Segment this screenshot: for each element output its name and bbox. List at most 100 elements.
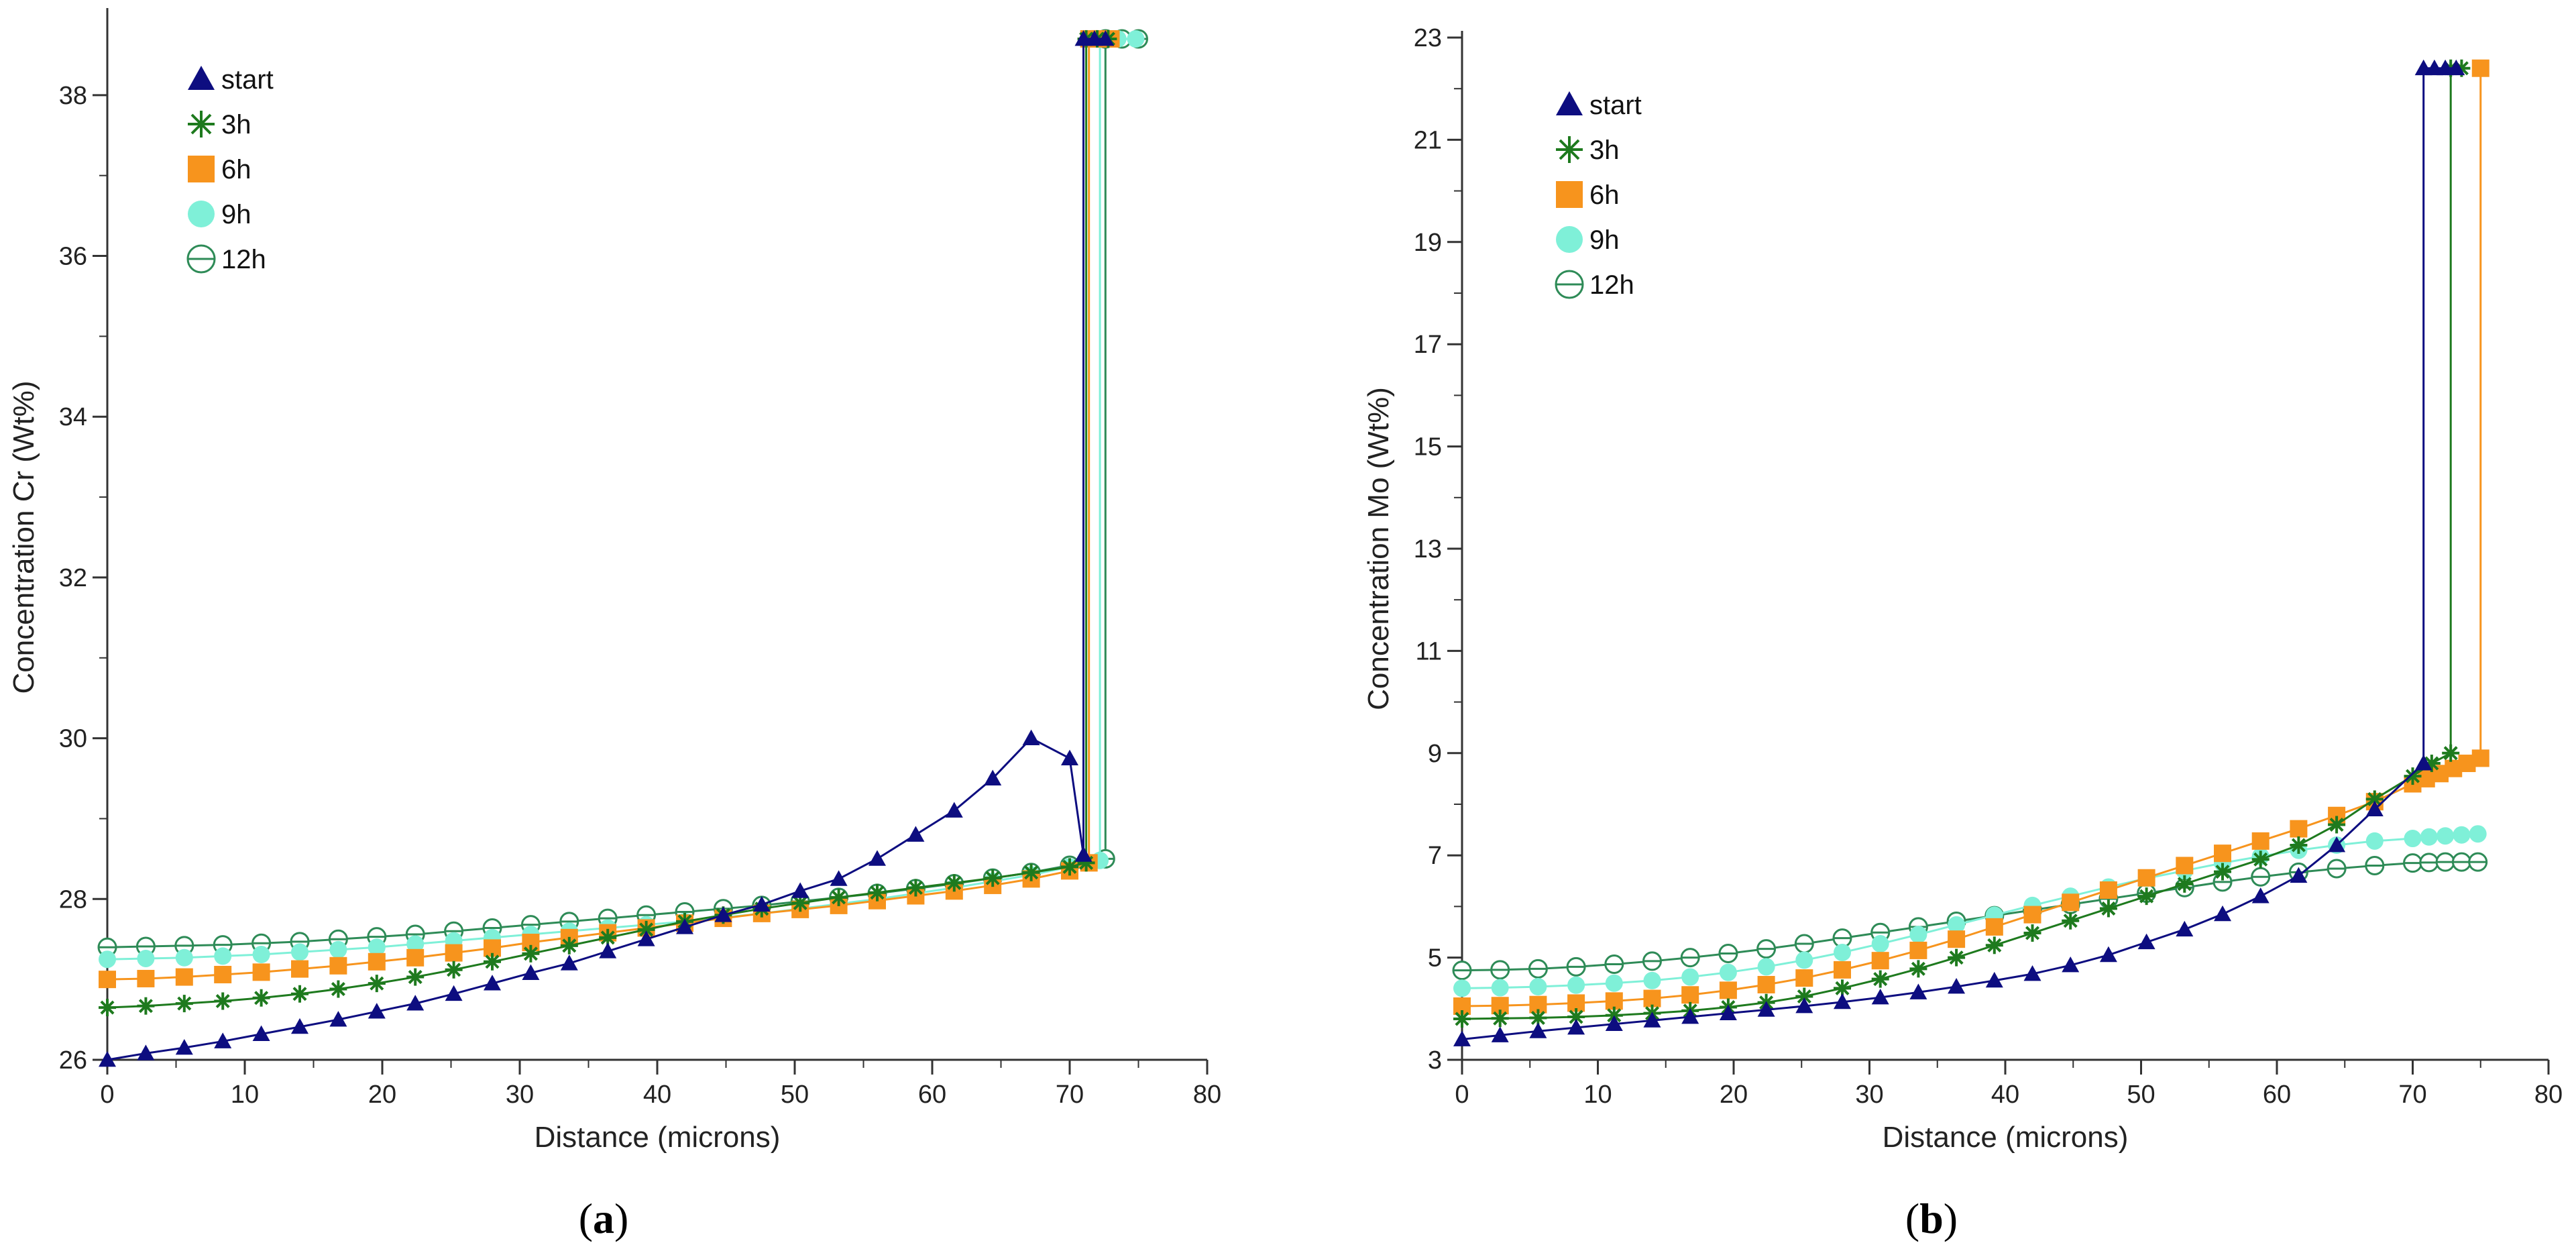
x-tick-label: 70 (1056, 1081, 1084, 1109)
data-point-12h (1718, 944, 1738, 964)
y-tick-label: 3 (1428, 1046, 1442, 1075)
data-point-start (1834, 993, 1851, 1009)
data-point-start (599, 942, 617, 959)
x-tick-label: 20 (1720, 1081, 1748, 1109)
data-point-3h (1985, 936, 2003, 954)
legend-label-9h: 9h (1589, 225, 1620, 255)
data-point-9h (1491, 979, 1509, 997)
data-point-12h (1452, 961, 1472, 981)
data-point-6h (1643, 989, 1661, 1007)
data-point-start (1605, 1015, 1623, 1032)
legend-item-9h: 9h (188, 200, 251, 229)
legend-marker-start (188, 66, 215, 90)
panel-b-caption-letter: b (1919, 1195, 1944, 1242)
legend-item-3h: 3h (188, 110, 251, 140)
data-point-6h (2176, 857, 2194, 875)
x-tick-label: 0 (1455, 1081, 1469, 1109)
data-point-start (484, 975, 501, 991)
data-point-9h (1681, 968, 1699, 986)
data-point-3h (2290, 836, 2308, 854)
x-tick-label: 80 (1193, 1081, 1221, 1109)
panel-a-caption: (a) (579, 1195, 629, 1242)
data-point-9h (1909, 926, 1927, 944)
data-point-3h (2137, 887, 2155, 906)
data-point-6h (2471, 59, 2489, 77)
data-point-6h (2214, 844, 2231, 863)
data-point-start (2414, 755, 2432, 771)
series-start (99, 30, 1115, 1067)
data-point-3h (1022, 863, 1040, 881)
data-point-9h (1453, 979, 1471, 997)
data-point-3h (945, 874, 963, 892)
legend-item-9h: 9h (1556, 225, 1620, 255)
data-point-start (1491, 1026, 1509, 1042)
data-point-start (2328, 836, 2346, 853)
data-point-6h (1909, 941, 1927, 959)
data-point-9h (1567, 976, 1585, 994)
data-point-6h (406, 948, 425, 967)
data-point-6h (214, 965, 232, 983)
data-point-9h (1834, 943, 1851, 961)
y-tick-label: 11 (1416, 637, 1442, 665)
x-tick-label: 60 (918, 1081, 946, 1109)
x-tick-label: 30 (506, 1081, 534, 1109)
series-line-9h (107, 38, 1136, 961)
legend-label-3h: 3h (221, 110, 251, 140)
data-point-9h (214, 947, 232, 965)
data-point-3h (2442, 744, 2460, 762)
data-point-6h (2137, 869, 2155, 887)
data-point-9h (1529, 978, 1547, 996)
legend: start 3h 6h 9h 12h (1555, 91, 1642, 300)
data-point-start (368, 1003, 386, 1019)
data-point-start (406, 995, 425, 1011)
data-point-6h (1871, 952, 1889, 970)
legend-marker-12h (1555, 270, 1584, 299)
y-tick-label: 9 (1428, 740, 1442, 768)
data-point-12h (1680, 948, 1700, 968)
y-tick-label: 23 (1414, 24, 1442, 52)
y-tick-label: 36 (59, 243, 87, 271)
data-point-start (175, 1039, 193, 1055)
data-point-6h (1719, 981, 1737, 999)
data-point-start (2365, 800, 2384, 817)
data-point-start (1948, 978, 1966, 994)
y-tick-label: 15 (1414, 433, 1442, 461)
data-point-9h (252, 946, 270, 964)
data-point-9h (2469, 825, 2487, 843)
data-point-3h (869, 883, 886, 901)
axes: 26 28 30 32 34 36 38 0 10 20 30 40 50 60 70 80 (59, 8, 1221, 1109)
data-point-start (1871, 989, 1889, 1005)
data-point-9h (2453, 826, 2471, 844)
data-point-12h (1566, 957, 1586, 977)
data-point-6h (1834, 961, 1851, 979)
data-point-12h (2251, 867, 2271, 887)
legend-marker-6h (188, 156, 215, 182)
data-point-start (2447, 59, 2465, 76)
panel-a-caption-letter: a (593, 1195, 614, 1242)
legend-label-6h: 6h (221, 155, 251, 184)
data-point-9h (137, 949, 155, 967)
data-point-9h (406, 935, 425, 953)
data-point-3h (99, 999, 116, 1017)
data-point-12h (1528, 959, 1548, 979)
x-axis-label: Distance (microns) (1883, 1121, 2129, 1154)
data-point-9h (368, 938, 386, 957)
data-point-3h (984, 869, 1002, 887)
data-point-9h (1795, 951, 1813, 969)
y-tick-label: 19 (1414, 229, 1442, 257)
data-point-9h (99, 950, 116, 969)
data-point-9h (329, 940, 347, 959)
data-point-start (1453, 1030, 1471, 1046)
data-point-3h (2251, 851, 2270, 869)
data-point-6h (2290, 820, 2308, 838)
data-point-3h (1948, 948, 1966, 967)
data-point-start (2290, 867, 2308, 883)
data-point-12h (1756, 939, 1777, 959)
data-point-6h (2023, 906, 2041, 924)
data-point-12h (2451, 852, 2471, 872)
data-point-12h (2468, 852, 2488, 872)
data-point-12h (135, 936, 156, 957)
data-point-start (1074, 30, 1093, 46)
y-tick-label: 26 (59, 1046, 87, 1075)
data-point-start (1074, 846, 1093, 862)
